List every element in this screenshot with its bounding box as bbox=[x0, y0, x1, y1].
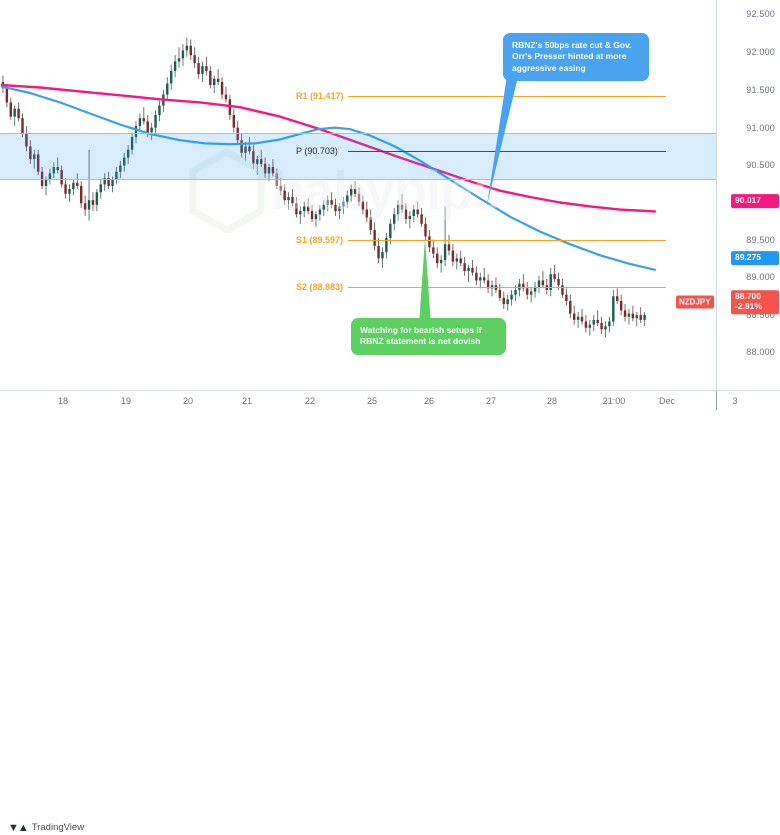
price-tick-0: 92.500 bbox=[746, 9, 775, 19]
annotation-pointers bbox=[419, 79, 518, 318]
price-tick-4: 90.500 bbox=[746, 160, 775, 170]
symbol-tag[interactable]: NZDJPY bbox=[676, 295, 714, 309]
level-label-s1: S1 (89.597) bbox=[296, 235, 344, 245]
consolidation-zone bbox=[0, 133, 716, 180]
time-tick-0: 18 bbox=[57, 396, 69, 406]
time-axis[interactable]: 18 19 20 21 22 25 26 27 28 21:00 Dec 3 bbox=[0, 390, 780, 411]
price-tick-3: 91.000 bbox=[746, 123, 775, 133]
time-tick-6: 26 bbox=[423, 396, 435, 406]
tradingview-mark-icon: ▼▲ bbox=[8, 821, 29, 834]
tradingview-logo[interactable]: ▼▲ TradingView bbox=[8, 820, 84, 835]
ma-pink-price-badge[interactable]: 90.017 bbox=[731, 194, 779, 208]
level-label-pivot: P (90.703) bbox=[296, 146, 338, 156]
price-axis[interactable]: 92.500 92.000 91.500 91.000 90.500 89.500 89.0… bbox=[676, 0, 780, 390]
time-tick-7: 27 bbox=[485, 396, 497, 406]
tradingview-label: TradingView bbox=[31, 822, 85, 833]
candlestick-series bbox=[0, 37, 657, 338]
rbnz-rate-cut-callout[interactable]: RBNZ's 50bps rate cut & Gov. Orr's Press… bbox=[503, 33, 649, 81]
price-tick-2: 91.500 bbox=[746, 85, 775, 95]
chart-plot-area[interactable]: babypips R1 (91.417) P (90.703) S1 (89.597… bbox=[0, 0, 716, 390]
time-tick-11: 3 bbox=[732, 396, 738, 406]
level-line-s1[interactable] bbox=[348, 240, 666, 241]
time-tick-3: 21 bbox=[241, 396, 253, 406]
level-label-s2: S2 (88.883) bbox=[296, 282, 344, 292]
level-line-s2[interactable] bbox=[348, 287, 666, 288]
ma-blue-price-badge[interactable]: 89.275 bbox=[731, 251, 779, 265]
time-tick-10: Dec bbox=[658, 396, 676, 406]
price-tick-5: 89.500 bbox=[746, 235, 775, 245]
footer-bar: ▼▲ TradingView bbox=[0, 410, 780, 834]
time-axis-cursor-divider bbox=[716, 391, 717, 411]
time-tick-4: 22 bbox=[304, 396, 316, 406]
price-tick-8: 88.000 bbox=[746, 347, 775, 357]
time-tick-2: 20 bbox=[182, 396, 194, 406]
time-tick-5: 25 bbox=[366, 396, 378, 406]
time-tick-1: 19 bbox=[120, 396, 132, 406]
price-tick-6: 89.000 bbox=[746, 272, 775, 282]
price-tick-7: 88.500 bbox=[746, 310, 775, 320]
price-tick-1: 92.000 bbox=[746, 47, 775, 57]
bearish-setup-callout[interactable]: Watching for bearish setups if RBNZ stat… bbox=[351, 318, 506, 355]
level-line-pivot[interactable] bbox=[348, 151, 666, 152]
time-tick-9: 21:00 bbox=[602, 396, 626, 406]
last-price-badge[interactable]: 88.700 -2.91% bbox=[731, 290, 779, 314]
level-label-r1: R1 (91.417) bbox=[296, 91, 344, 101]
time-tick-8: 28 bbox=[546, 396, 558, 406]
